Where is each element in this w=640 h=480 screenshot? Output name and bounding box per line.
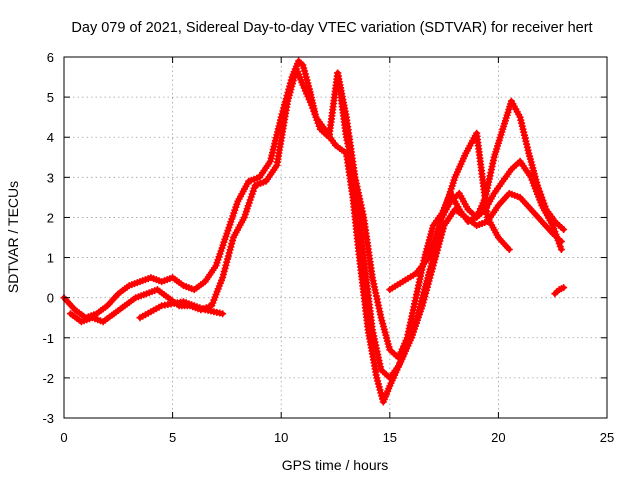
data-point	[219, 310, 227, 318]
y-tick-label: -3	[42, 411, 54, 426]
series-arc-4	[334, 69, 568, 382]
data-point	[557, 246, 565, 253]
series-arc-5	[551, 284, 568, 298]
y-tick-label: 5	[47, 90, 54, 105]
y-tick-label: 3	[47, 170, 54, 185]
series-arc-3	[136, 129, 513, 322]
chart-title: Day 079 of 2021, Sidereal Day-to-day VTE…	[71, 20, 592, 36]
y-tick-label: 2	[47, 210, 54, 225]
y-tick-label: -2	[42, 371, 54, 386]
x-tick-label: 10	[274, 430, 288, 445]
data-point	[560, 226, 568, 233]
y-tick-label: 1	[47, 251, 54, 266]
x-tick-label: 20	[491, 430, 505, 445]
y-axis-label: SDTVAR / TECUs	[5, 181, 21, 293]
x-tick-label: 5	[169, 430, 176, 445]
x-tick-label: 25	[600, 430, 614, 445]
data-point	[505, 246, 513, 253]
series-arc-1	[60, 57, 565, 406]
x-axis-label: GPS time / hours	[282, 457, 389, 473]
x-tick-label: 15	[383, 430, 397, 445]
ticks: 0 5 10 15 20 25 -3 -2 -1 0 1 2 3 4 5 6	[42, 50, 614, 445]
y-tick-label: 6	[47, 50, 54, 65]
x-tick-label: 0	[60, 430, 67, 445]
y-tick-label: 4	[47, 130, 54, 145]
series-layer	[60, 57, 568, 406]
data-point	[560, 284, 568, 292]
y-tick-label: -1	[42, 331, 54, 346]
plot-frame	[63, 56, 608, 419]
y-tick-label: 0	[47, 291, 54, 306]
